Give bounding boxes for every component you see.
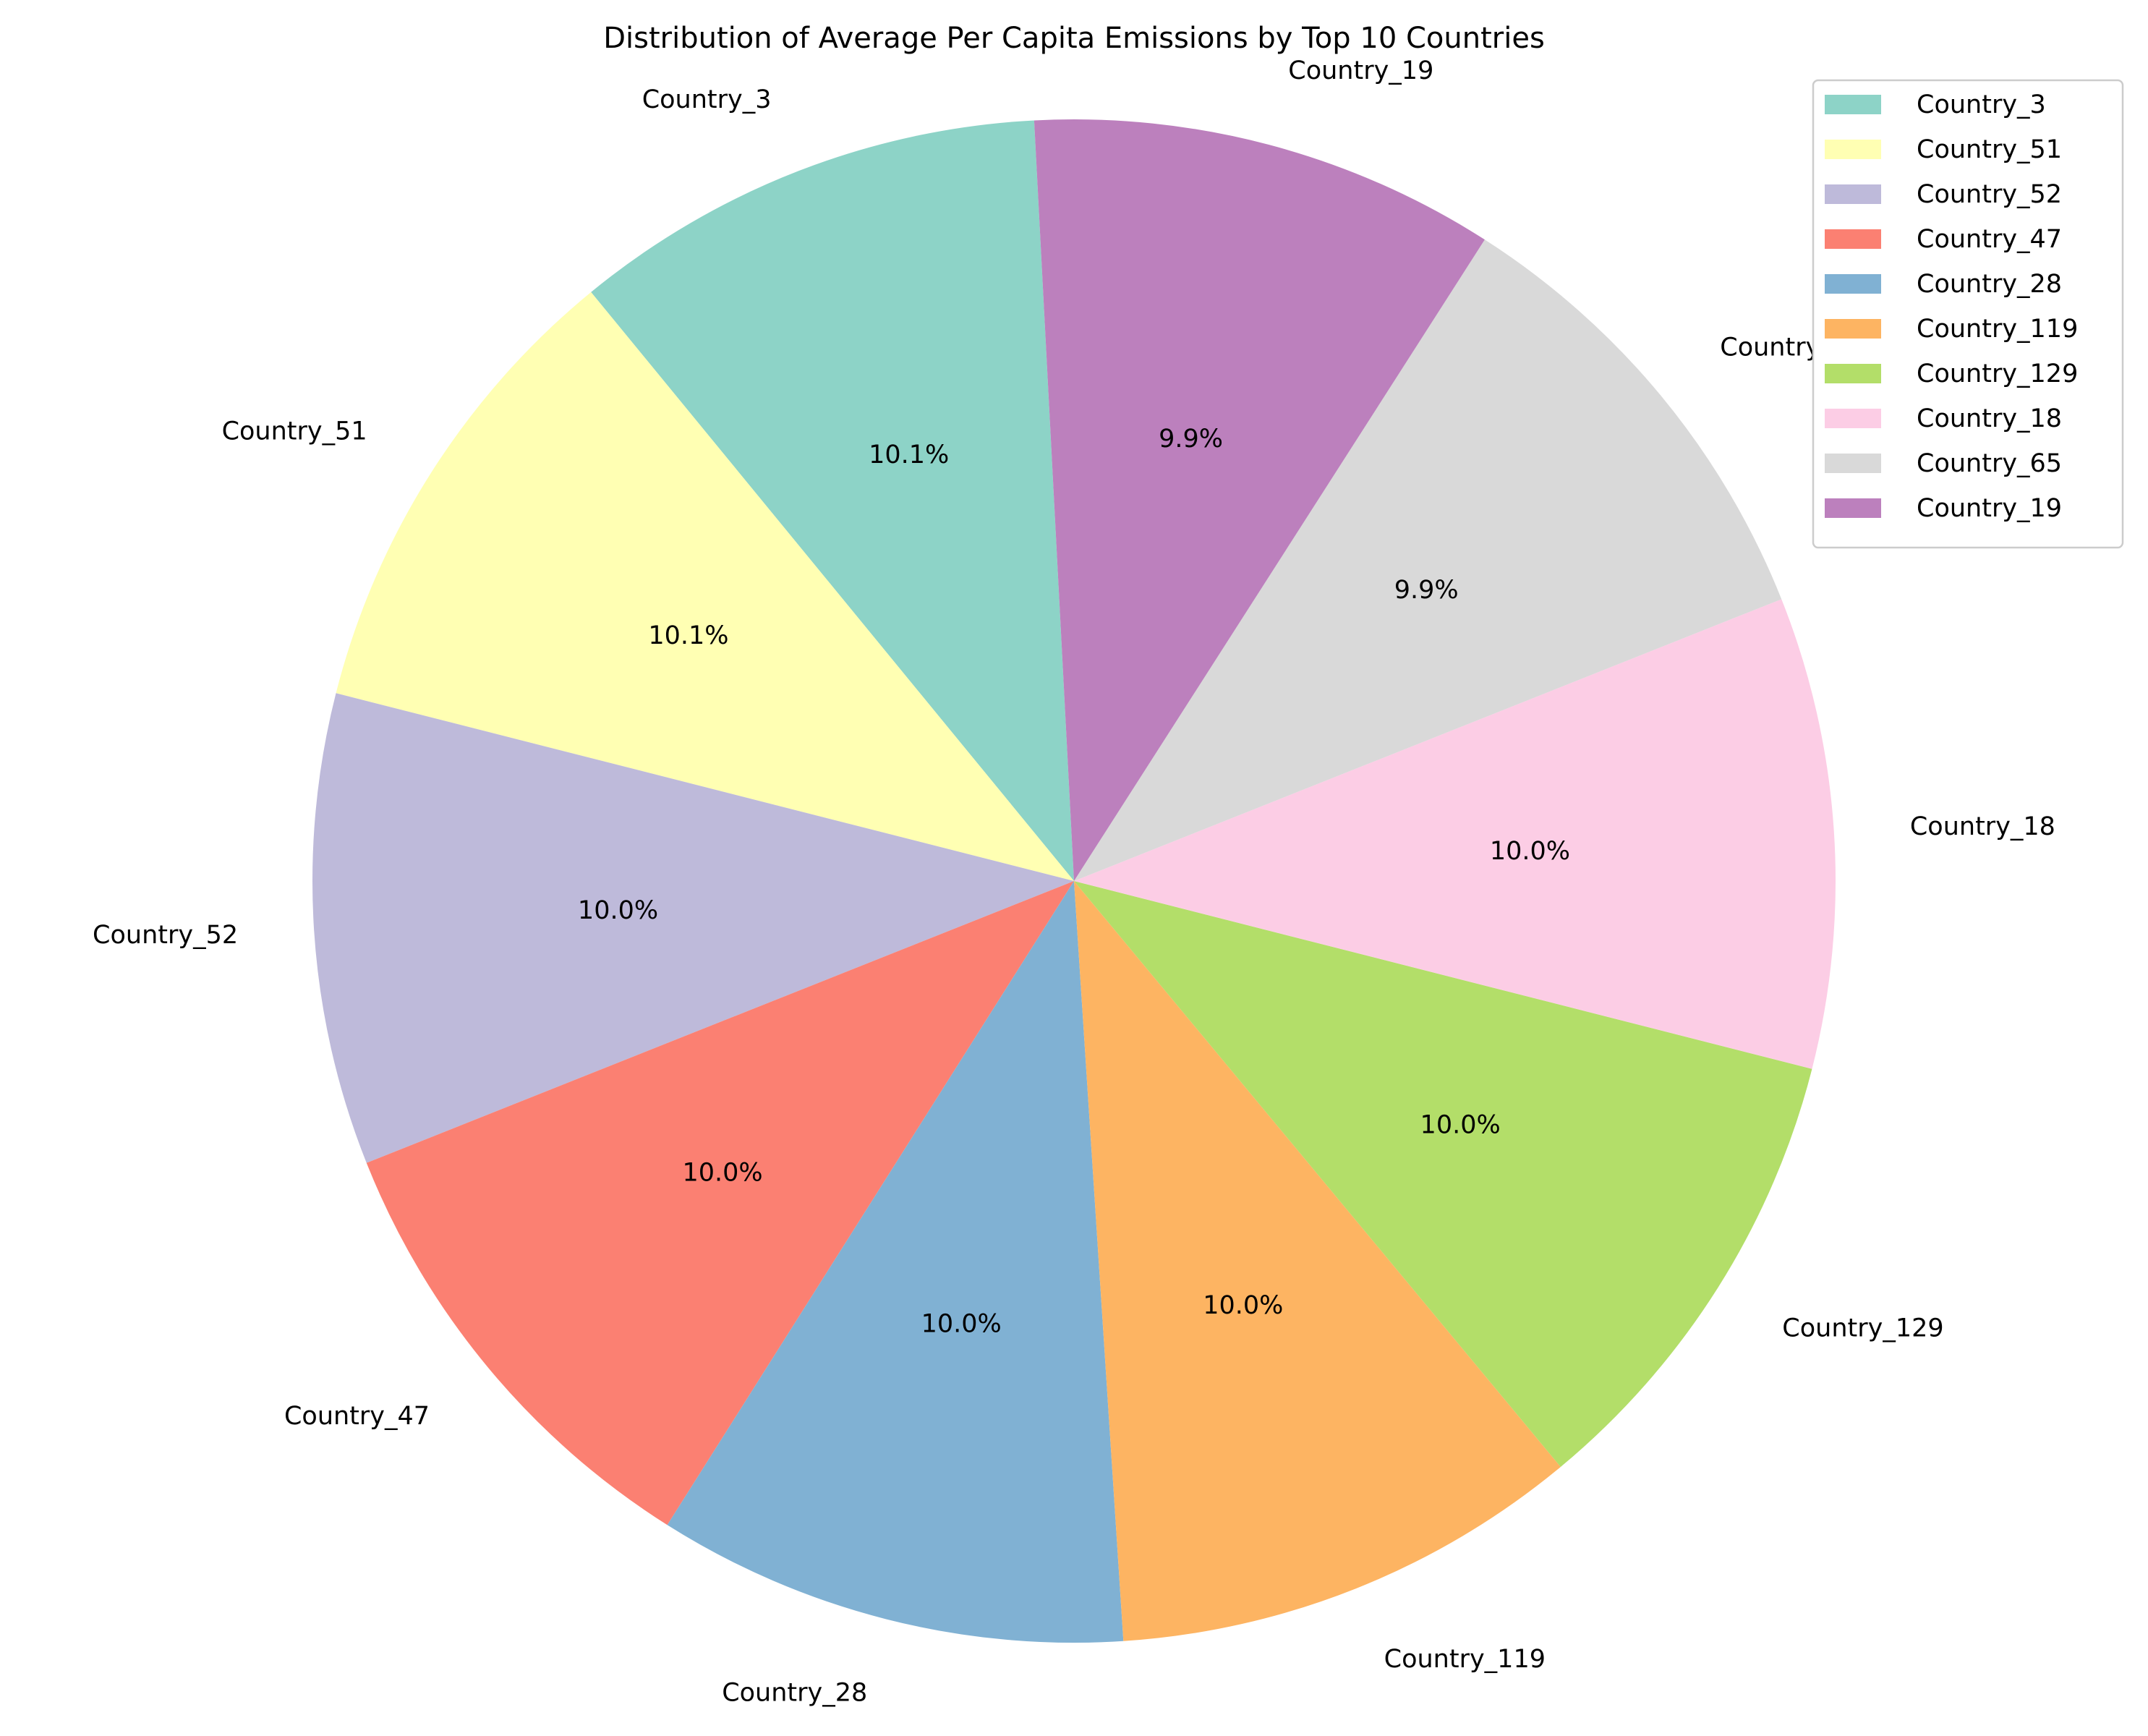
slice-percent-label: 10.0% bbox=[921, 1309, 1002, 1338]
legend-swatch bbox=[1825, 95, 1881, 114]
slice-percent-label: 10.1% bbox=[648, 621, 728, 650]
legend-swatch bbox=[1825, 229, 1881, 249]
legend-swatch bbox=[1825, 184, 1881, 204]
legend-entry: Country_119 bbox=[1917, 315, 2078, 344]
slice-percent-label: 10.1% bbox=[869, 441, 949, 469]
legend-entry: Country_51 bbox=[1917, 135, 2062, 164]
slice-percent-labels: 10.1% 10.1% 10.0% 10.0% 10.0% 10.0% 10.0% 10.0%… bbox=[578, 425, 1570, 1338]
pie-slice-country-19 bbox=[1033, 119, 1485, 882]
slice-label: Country_28 bbox=[722, 1679, 867, 1708]
slice-label: Country_18 bbox=[1910, 812, 2055, 841]
legend: Country_3 Country_51 Country_52 Country_47 C… bbox=[1812, 79, 2124, 549]
slice-label: Country_47 bbox=[284, 1402, 430, 1431]
chart-title: Distribution of Average Per Capita Emiss… bbox=[603, 22, 1545, 55]
pie-slice-country-28 bbox=[667, 881, 1124, 1643]
slice-percent-label: 10.0% bbox=[1490, 837, 1570, 866]
legend-swatch bbox=[1825, 364, 1881, 383]
slice-label: Country_129 bbox=[1782, 1314, 1943, 1343]
slice-label: Country_52 bbox=[93, 921, 238, 950]
slice-percent-label: 10.0% bbox=[682, 1159, 762, 1188]
slice-percent-label: 10.0% bbox=[1203, 1291, 1283, 1320]
legend-frame bbox=[1812, 79, 2124, 549]
pie-slice-country-3 bbox=[591, 120, 1074, 881]
legend-entry: Country_28 bbox=[1917, 270, 2062, 299]
legend-swatch bbox=[1825, 498, 1881, 518]
legend-entry: Country_3 bbox=[1917, 90, 2046, 119]
pie-slice-country-65 bbox=[1074, 239, 1782, 881]
legend-entry: Country_19 bbox=[1917, 494, 2062, 523]
legend-swatch bbox=[1825, 274, 1881, 294]
slice-label: Country_119 bbox=[1384, 1645, 1546, 1674]
legend-swatch bbox=[1825, 140, 1881, 159]
legend-entry: Country_65 bbox=[1917, 449, 2062, 478]
legend-swatch bbox=[1825, 454, 1881, 473]
pie-slice-country-51 bbox=[336, 292, 1074, 882]
slice-label: Country_51 bbox=[222, 417, 367, 446]
legend-swatch bbox=[1825, 319, 1881, 339]
slice-percent-label: 9.9% bbox=[1394, 576, 1459, 605]
slice-percent-label: 9.9% bbox=[1159, 425, 1223, 454]
slice-label: Country_19 bbox=[1288, 56, 1433, 85]
legend-entry: Country_47 bbox=[1917, 225, 2062, 254]
legend-items: Country_3 Country_51 Country_52 Country_47 C… bbox=[1825, 90, 2078, 523]
pie-slice-country-52 bbox=[312, 693, 1074, 1163]
slice-percent-label: 10.0% bbox=[1420, 1110, 1501, 1139]
legend-entry: Country_52 bbox=[1917, 180, 2062, 209]
slice-percent-label: 10.0% bbox=[578, 896, 658, 925]
pie-slice-country-18 bbox=[1074, 599, 1836, 1069]
pie-slice-country-119 bbox=[1074, 881, 1561, 1641]
pie-slices bbox=[312, 119, 1836, 1643]
legend-entry: Country_129 bbox=[1917, 359, 2078, 388]
pie-slice-country-129 bbox=[1074, 881, 1812, 1467]
slice-label: Country_3 bbox=[642, 85, 772, 114]
legend-swatch bbox=[1825, 409, 1881, 428]
legend-entry: Country_18 bbox=[1917, 404, 2062, 433]
pie-slice-country-47 bbox=[366, 881, 1074, 1526]
